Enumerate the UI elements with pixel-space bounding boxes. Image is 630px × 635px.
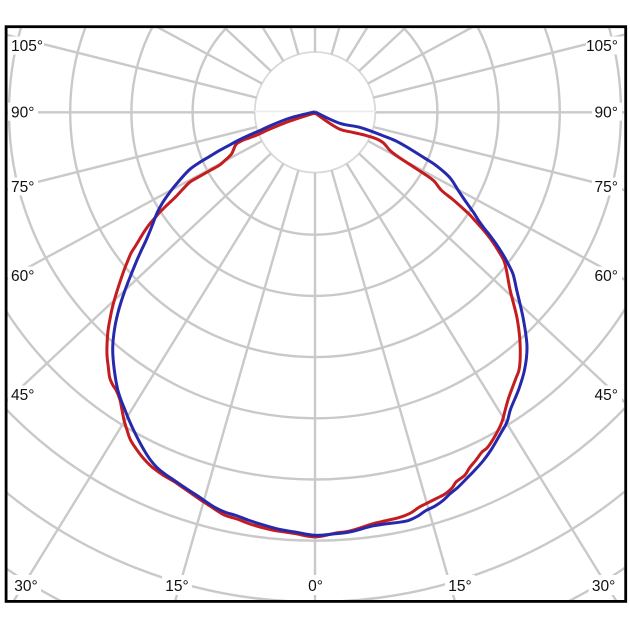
svg-text:15°: 15° [448, 578, 471, 595]
svg-text:45°: 45° [11, 387, 34, 404]
svg-text:90°: 90° [11, 104, 34, 121]
svg-text:15°: 15° [165, 578, 188, 595]
svg-text:60°: 60° [11, 268, 34, 285]
svg-text:30°: 30° [14, 578, 37, 595]
svg-text:90°: 90° [595, 104, 618, 121]
svg-text:30°: 30° [592, 578, 615, 595]
svg-text:105°: 105° [11, 38, 43, 55]
svg-text:60°: 60° [595, 268, 618, 285]
svg-text:0°: 0° [308, 578, 323, 595]
svg-text:75°: 75° [11, 179, 34, 196]
svg-text:75°: 75° [595, 179, 618, 196]
svg-text:105°: 105° [586, 38, 618, 55]
svg-text:45°: 45° [595, 387, 618, 404]
